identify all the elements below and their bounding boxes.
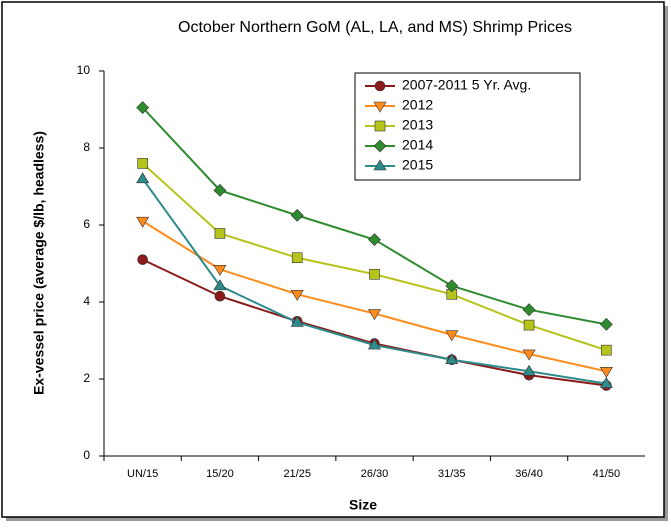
data-point xyxy=(290,315,304,327)
legend-label: 2007-2011 5 Yr. Avg. xyxy=(402,77,531,93)
y-tick-label: 4 xyxy=(83,294,90,308)
x-tick-label: 21/25 xyxy=(283,468,311,480)
data-point xyxy=(369,268,380,280)
data-point xyxy=(137,158,148,169)
data-point xyxy=(522,364,536,376)
data-point xyxy=(214,228,226,239)
data-point xyxy=(214,290,226,302)
x-tick-label: 26/30 xyxy=(361,468,389,480)
data-point xyxy=(368,233,381,247)
x-tick-label: UN/15 xyxy=(127,468,158,480)
legend-marker xyxy=(373,159,387,171)
data-point xyxy=(523,319,535,331)
data-point xyxy=(445,330,459,342)
legend-label: 2014 xyxy=(402,137,433,153)
data-point xyxy=(213,183,227,197)
data-point xyxy=(136,216,150,228)
legend-marker xyxy=(373,101,387,113)
data-point xyxy=(599,377,613,388)
data-point xyxy=(290,208,304,222)
data-point xyxy=(367,309,382,321)
legend-marker xyxy=(374,120,386,132)
data-point xyxy=(522,303,536,317)
data-point xyxy=(367,338,382,350)
legend-label: 2012 xyxy=(402,97,433,113)
chart-title: October Northern GoM (AL, LA, and MS) Sh… xyxy=(178,19,572,36)
data-point xyxy=(522,349,536,361)
data-point xyxy=(599,317,613,331)
data-point xyxy=(136,101,150,114)
x-tick-label: 36/40 xyxy=(515,468,543,480)
y-tick-label: 0 xyxy=(83,448,90,462)
x-axis-label: Size xyxy=(349,497,377,513)
x-tick-label: 15/20 xyxy=(206,468,234,480)
data-point xyxy=(601,344,612,356)
data-point xyxy=(137,254,148,265)
data-point xyxy=(213,279,227,291)
y-tick-label: 10 xyxy=(77,63,91,77)
data-point xyxy=(445,279,459,293)
data-point xyxy=(213,264,227,276)
x-tick-label: 31/35 xyxy=(438,468,466,480)
y-axis-label: Ex-vessel price (average $/lb, headless) xyxy=(31,131,47,395)
x-tick-label: 41/50 xyxy=(593,468,621,480)
y-tick-label: 8 xyxy=(83,140,90,154)
data-point xyxy=(599,366,613,378)
y-tick-label: 2 xyxy=(83,371,90,385)
data-point xyxy=(136,172,150,184)
legend-label: 2015 xyxy=(402,157,433,173)
legend-marker xyxy=(373,139,387,153)
data-point xyxy=(445,353,459,365)
y-tick-label: 6 xyxy=(83,217,90,231)
legend-marker xyxy=(374,80,386,92)
legend-label: 2013 xyxy=(402,117,433,133)
data-point xyxy=(290,289,304,301)
data-point xyxy=(291,252,303,264)
